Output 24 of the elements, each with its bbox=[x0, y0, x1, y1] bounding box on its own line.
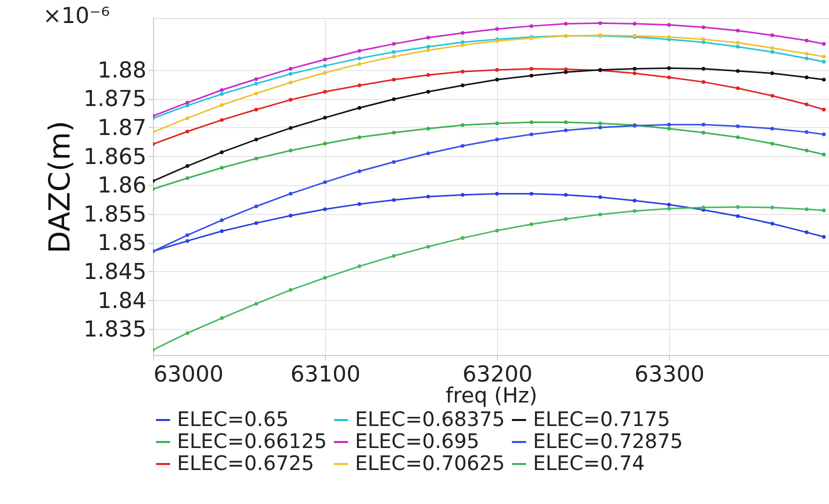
y-tick-label: 1.845 bbox=[84, 260, 146, 285]
y-tick-label: 1.875 bbox=[84, 87, 146, 112]
legend-label: ELEC=0.695 bbox=[355, 429, 480, 453]
x-tick-label: 63100 bbox=[290, 362, 361, 388]
x-tick-label: 63000 bbox=[154, 362, 224, 388]
legend-label: ELEC=0.70625 bbox=[355, 451, 505, 475]
y-tick-label: 1.86 bbox=[98, 174, 146, 199]
legend-label: ELEC=0.66125 bbox=[177, 429, 327, 453]
y-tick-label: 1.835 bbox=[84, 318, 146, 343]
y-tick-label: 1.85 bbox=[98, 231, 146, 256]
y-axis-title: DAZC(m) bbox=[42, 120, 77, 254]
y-tick-label: 1.84 bbox=[98, 288, 146, 314]
y-tick-label: 1.88 bbox=[98, 58, 146, 84]
legend-label: ELEC=0.74 bbox=[533, 451, 645, 475]
text: ×10⁻⁶ bbox=[43, 4, 110, 29]
y-tick-label: 1.87 bbox=[98, 116, 146, 141]
legend-label: ELEC=0.68375 bbox=[355, 407, 505, 431]
y-tick-label: 1.865 bbox=[84, 144, 146, 170]
legend-label: ELEC=0.7175 bbox=[533, 407, 670, 431]
y-tick-label: 1.855 bbox=[84, 202, 146, 228]
legend-label: ELEC=0.65 bbox=[177, 407, 289, 431]
x-tick-label: 63300 bbox=[634, 362, 705, 388]
legend-label: ELEC=0.6725 bbox=[177, 451, 314, 475]
legend-label: ELEC=0.72875 bbox=[533, 429, 683, 453]
